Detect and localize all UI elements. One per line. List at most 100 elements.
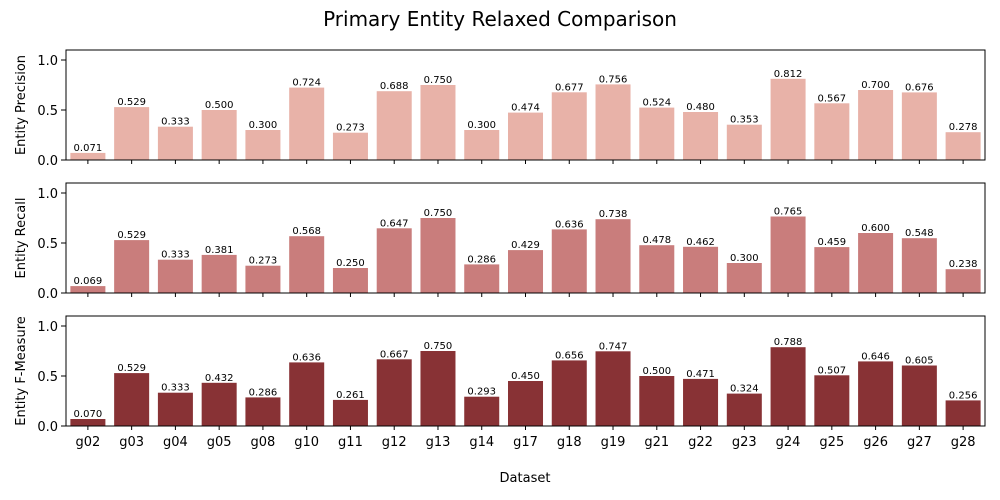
bar-g27: [901, 92, 937, 160]
data-label-g24: 0.788: [774, 337, 803, 348]
y-axis-label-f-measure: Entity F-Measure: [14, 316, 29, 426]
bar-g12: [376, 91, 412, 160]
bar-g22: [683, 378, 719, 426]
data-label-g05: 0.381: [205, 245, 234, 256]
bar-g03: [114, 240, 150, 293]
data-label-g05: 0.500: [205, 100, 234, 111]
data-label-g25: 0.459: [818, 237, 847, 248]
data-label-g10: 0.568: [292, 226, 321, 237]
bar-g14: [464, 264, 500, 293]
bar-g23: [726, 393, 762, 426]
data-label-g23: 0.300: [730, 253, 759, 264]
data-label-g10: 0.724: [292, 78, 321, 89]
data-label-g24: 0.812: [774, 69, 803, 80]
x-tick-label-g13: g13: [426, 435, 451, 450]
bar-g04: [157, 259, 193, 293]
bar-g13: [420, 351, 456, 426]
data-label-g17: 0.450: [511, 371, 540, 382]
bar-g25: [814, 247, 850, 293]
bar-g08: [245, 397, 281, 426]
data-label-g28: 0.278: [949, 122, 978, 133]
bar-g05: [201, 382, 237, 426]
data-label-g14: 0.300: [467, 120, 496, 131]
x-tick-label-g27: g27: [907, 435, 932, 450]
panel-recall: Entity Recall 0.069 0.529 0.333 0.381 0.273 0…: [14, 182, 986, 302]
bar-g02: [70, 286, 106, 293]
data-label-g12: 0.647: [380, 218, 409, 229]
bar-g10: [289, 87, 325, 160]
bar-g03: [114, 107, 150, 160]
bar-g11: [332, 399, 368, 426]
data-label-g23: 0.353: [730, 115, 759, 126]
data-label-g08: 0.273: [249, 256, 278, 267]
bar-g22: [683, 246, 719, 293]
data-label-g19: 0.747: [599, 341, 628, 352]
data-label-g17: 0.429: [511, 240, 540, 251]
x-tick-label-g25: g25: [819, 435, 844, 450]
data-label-g12: 0.688: [380, 81, 409, 92]
bar-g04: [157, 392, 193, 426]
x-tick-label-g14: g14: [469, 435, 494, 450]
data-label-g25: 0.567: [818, 93, 847, 104]
data-label-g26: 0.600: [861, 223, 890, 234]
x-tick-label-g18: g18: [557, 435, 582, 450]
data-label-g12: 0.667: [380, 349, 409, 360]
bar-g13: [420, 218, 456, 293]
bar-g05: [201, 110, 237, 160]
data-label-g08: 0.286: [249, 387, 278, 398]
y-tick-label: 0.0: [37, 420, 58, 435]
x-tick-label-g10: g10: [294, 435, 319, 450]
y-tick-label: 1.0: [37, 54, 58, 69]
bar-g21: [639, 245, 675, 293]
data-label-g02: 0.071: [74, 143, 103, 154]
data-label-g03: 0.529: [117, 363, 146, 374]
data-label-g21: 0.524: [642, 98, 671, 109]
data-label-g22: 0.471: [686, 369, 715, 380]
bar-g03: [114, 373, 150, 426]
data-label-g23: 0.324: [730, 384, 759, 395]
chart-title: Primary Entity Relaxed Comparison: [323, 7, 677, 31]
data-label-g21: 0.500: [642, 366, 671, 377]
x-axis-label: Dataset: [500, 471, 551, 486]
x-tick-label-g26: g26: [863, 435, 888, 450]
bar-g25: [814, 103, 850, 160]
bar-g28: [945, 400, 981, 426]
x-tick-label-g24: g24: [776, 435, 801, 450]
bar-g23: [726, 124, 762, 160]
bar-g26: [858, 361, 894, 426]
bar-g08: [245, 130, 281, 160]
data-label-g17: 0.474: [511, 103, 540, 114]
data-label-g28: 0.238: [949, 259, 978, 270]
data-label-g02: 0.069: [74, 276, 103, 287]
bar-g02: [70, 152, 106, 160]
x-tick-label-g02: g02: [75, 435, 100, 450]
bar-g24: [770, 78, 806, 160]
bar-g12: [376, 359, 412, 426]
bar-g23: [726, 263, 762, 293]
bar-g10: [289, 236, 325, 293]
data-label-g13: 0.750: [424, 75, 453, 86]
data-label-g27: 0.605: [905, 356, 934, 367]
data-label-g25: 0.507: [818, 365, 847, 376]
x-tick-label-g28: g28: [951, 435, 976, 450]
x-tick-label-g03: g03: [119, 435, 144, 450]
bar-g11: [332, 132, 368, 160]
bar-g17: [508, 381, 544, 426]
bar-g02: [70, 419, 106, 426]
bar-g18: [551, 229, 587, 293]
y-tick-label: 1.0: [37, 320, 58, 335]
data-label-g03: 0.529: [117, 97, 146, 108]
y-tick-label: 0.0: [37, 287, 58, 302]
bar-g17: [508, 112, 544, 160]
data-label-g11: 0.273: [336, 123, 365, 134]
x-tick-label-g04: g04: [163, 435, 188, 450]
x-tick-label-g11: g11: [338, 435, 363, 450]
x-tick-label-g19: g19: [601, 435, 626, 450]
bar-g04: [157, 126, 193, 160]
data-label-g11: 0.250: [336, 258, 365, 269]
bar-g18: [551, 92, 587, 160]
data-label-g27: 0.676: [905, 82, 934, 93]
data-label-g04: 0.333: [161, 383, 190, 394]
data-label-g27: 0.548: [905, 228, 934, 239]
